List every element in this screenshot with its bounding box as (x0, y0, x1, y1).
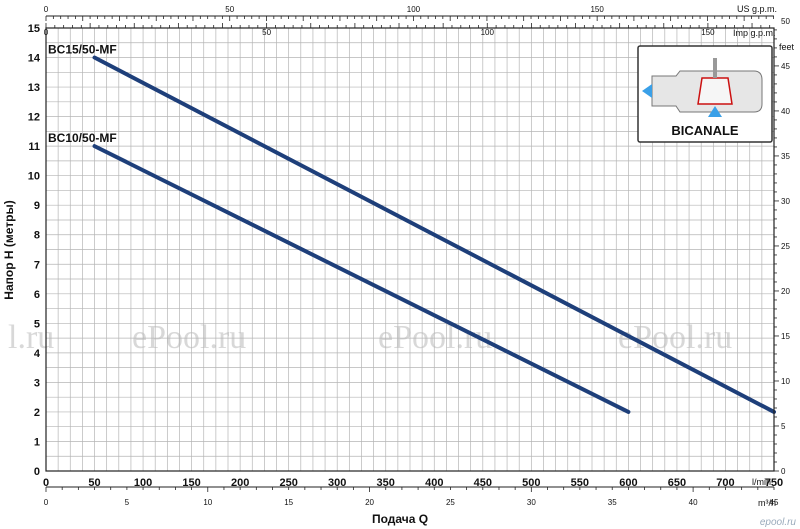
m3h-label: m³/h (758, 498, 776, 508)
x-tick-label: 50 (88, 477, 100, 489)
us-gpm-tick-label: 50 (225, 5, 234, 14)
us-gpm-tick-label: 0 (44, 5, 49, 14)
x-tick-label: 100 (134, 477, 152, 489)
us-gpm-tick-label: 100 (407, 5, 421, 14)
m3h-tick-label: 35 (608, 498, 617, 507)
corner-mark: epool.ru (760, 517, 797, 528)
x-tick-label: 300 (328, 477, 346, 489)
x-tick-label: 600 (619, 477, 637, 489)
watermark-2: ePool.ru (132, 319, 246, 356)
watermark-3: ePool.ru (378, 319, 492, 356)
m3h-tick-label: 25 (446, 498, 455, 507)
series-line-2 (92, 144, 631, 414)
m3h-tick-label: 40 (689, 498, 698, 507)
series-label-1: BC15/50-MF (48, 43, 117, 57)
imp-gpm-tick-label: 150 (701, 28, 715, 37)
y-tick-label: 1 (34, 436, 40, 448)
x-axis-ticks: 0 50 100 150 200 250 300 350 400 450 500 550 600 650 7… (43, 477, 783, 489)
y-tick-label: 2 (34, 407, 40, 419)
feet-tick-label: 40 (781, 107, 790, 116)
x-tick-label: 200 (231, 477, 249, 489)
outlet-arrow-icon (642, 84, 652, 98)
x-tick-label: 500 (522, 477, 540, 489)
feet-tick-label: 0 (781, 467, 786, 476)
x-tick-label: 0 (43, 477, 49, 489)
imp-gpm-tick-label: 50 (262, 28, 271, 37)
y-axis-title: Напор H (метры) (2, 200, 16, 299)
m3h-tick-label: 15 (284, 498, 293, 507)
y-tick-label: 3 (34, 377, 40, 389)
x-tick-label: 700 (716, 477, 734, 489)
feet-tick-label: 30 (781, 197, 790, 206)
m3h-tick-label: 5 (125, 498, 130, 507)
m3h-tick-label: 20 (365, 498, 374, 507)
inlet-arrow-icon (708, 106, 722, 117)
x-tick-label: 400 (425, 477, 443, 489)
us-gpm-tick-label: 150 (590, 5, 604, 14)
imp-gpm-tick-label: 0 (44, 28, 49, 37)
m3h-tick-label: 10 (203, 498, 212, 507)
feet-label: feet (779, 42, 795, 52)
impeller-icon (697, 77, 733, 105)
x-tick-label: 250 (279, 477, 297, 489)
feet-tick-label: 10 (781, 377, 790, 386)
y-tick-label: 10 (28, 171, 40, 183)
us-gpm-label: US g.p.m. (737, 4, 777, 14)
y-tick-label: 9 (34, 200, 40, 212)
y-tick-label: 12 (28, 112, 40, 124)
x-tick-label: 450 (474, 477, 492, 489)
m3h-tick-label: 30 (527, 498, 536, 507)
watermark-1: l.ru (8, 319, 54, 356)
y-tick-label: 11 (28, 141, 40, 153)
y-tick-label: 6 (34, 289, 40, 301)
y-tick-label: 14 (28, 53, 41, 65)
x-tick-label: 750 (765, 477, 783, 489)
inset-label: BICANALE (671, 123, 738, 138)
x-axis-title: Подача Q (372, 512, 428, 526)
imp-gpm-label: Imp g.p.m. (733, 28, 776, 38)
feet-tick-label: 45 (781, 62, 790, 71)
x-unit-label: l/min (752, 477, 771, 487)
feet-tick-label: 5 (781, 422, 786, 431)
y-tick-label: 7 (34, 259, 40, 271)
feet-tick-label: 20 (781, 287, 790, 296)
y-tick-label: 5 (34, 318, 40, 330)
x-tick-label: 550 (571, 477, 589, 489)
imp-gpm-tick-label: 100 (481, 28, 495, 37)
feet-tick-label: 15 (781, 332, 790, 341)
feet-tick-label: 50 (781, 17, 790, 26)
y-tick-label: 15 (28, 23, 40, 35)
series-label-2: BC10/50-MF (48, 131, 117, 145)
x-tick-label: 650 (668, 477, 686, 489)
y-tick-label: 13 (28, 82, 40, 94)
watermarks: l.ru ePool.ru ePool.ru ePool.ru (8, 319, 732, 356)
m3h-tick-label: 0 (44, 498, 49, 507)
x-tick-label: 150 (182, 477, 200, 489)
series-group: BC15/50-MF BC10/50-MF (48, 43, 776, 414)
series-line-1 (92, 55, 776, 414)
y-tick-label: 4 (34, 348, 41, 360)
x-tick-label: 350 (377, 477, 395, 489)
y-tick-label: 8 (34, 230, 40, 242)
secondary-axes: 0501001500501001500510152025303540455005… (44, 5, 791, 507)
feet-tick-label: 35 (781, 152, 790, 161)
y-tick-label: 0 (34, 466, 40, 478)
feet-tick-label: 25 (781, 242, 790, 251)
bicanale-inset: BICANALE (637, 45, 773, 143)
m3h-tick-label: 45 (770, 498, 779, 507)
